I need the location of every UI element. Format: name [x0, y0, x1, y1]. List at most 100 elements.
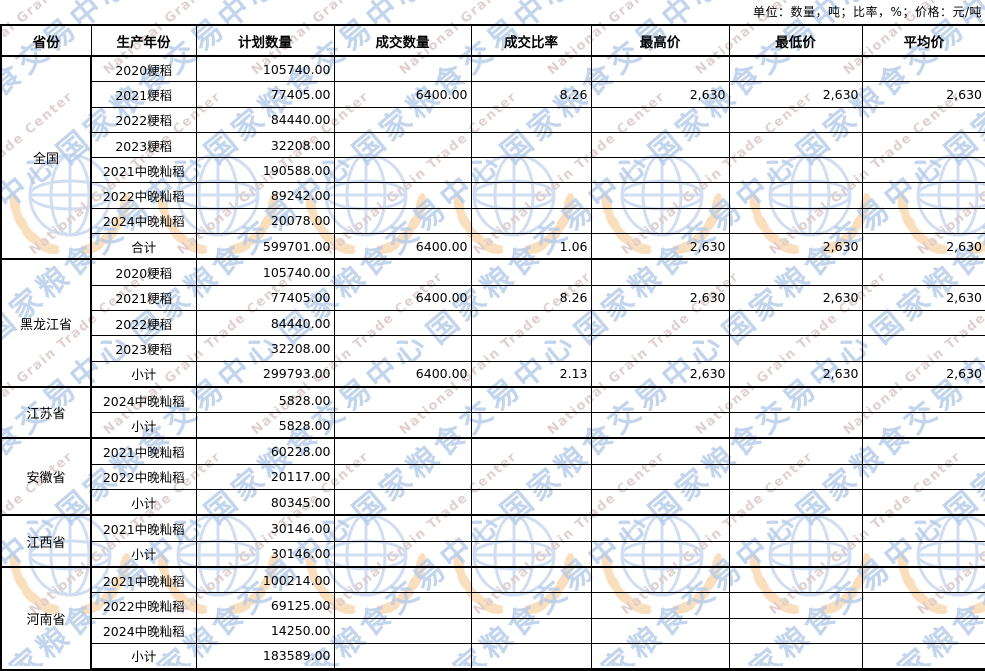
- table-row: 小计 299793.00 6400.00 2.13 2,630 2,630 2,630: [1, 360, 985, 388]
- col-header-3: 计划数量: [195, 24, 335, 57]
- traded-ratio-cell: [470, 55, 592, 83]
- col-header-1: 省份: [0, 24, 92, 57]
- high-price-cell: [590, 514, 730, 542]
- year-cell: 2021中晚籼稻: [90, 514, 197, 542]
- year-cell: 2021中晚籼稻: [90, 565, 197, 594]
- low-price-cell: [728, 157, 863, 184]
- high-price-cell: [590, 335, 730, 362]
- low-price-cell: [728, 258, 863, 286]
- planned-qty-cell: 84440.00: [195, 106, 335, 133]
- high-price-cell: [590, 182, 730, 209]
- traded-qty-cell: [333, 489, 472, 516]
- year-cell: 2024中晚籼稻: [90, 385, 197, 414]
- avg-price-cell: [861, 309, 985, 337]
- traded-ratio-cell: [470, 489, 592, 516]
- low-price-cell: [728, 309, 863, 337]
- high-price-cell: [590, 207, 730, 235]
- province-cell: 江西省: [0, 514, 92, 568]
- planned-qty-cell: 89242.00: [195, 182, 335, 209]
- traded-ratio-cell: 2.13: [470, 360, 592, 388]
- planned-qty-cell: 84440.00: [195, 309, 335, 337]
- col-header-4: 成交数量: [333, 24, 472, 57]
- avg-price-cell: [861, 592, 985, 619]
- avg-price-cell: [861, 437, 985, 465]
- avg-price-cell: 2,630: [861, 360, 985, 388]
- planned-qty-cell: 599701.00: [195, 233, 335, 260]
- traded-qty-cell: [333, 131, 472, 159]
- traded-qty-cell: [333, 540, 472, 568]
- table-row: 2024中晚籼稻 14250.00: [1, 617, 985, 644]
- high-price-cell: [590, 540, 730, 568]
- avg-price-cell: [861, 385, 985, 414]
- year-cell: 2023粳稻: [90, 131, 197, 159]
- planned-qty-cell: 80345.00: [195, 489, 335, 516]
- high-price-cell: [590, 617, 730, 644]
- table-row: 黑龙江省 2020粳稻 105740.00: [0, 258, 985, 388]
- traded-ratio-cell: [470, 258, 592, 286]
- planned-qty-cell: 77405.00: [195, 284, 335, 311]
- table-row: 2022中晚籼稻 20117.00: [1, 463, 985, 491]
- table-row: 2023粳稻 32208.00: [1, 131, 985, 159]
- traded-ratio-cell: 8.26: [470, 81, 592, 108]
- year-cell: 2022中晚籼稻: [90, 182, 197, 209]
- traded-ratio-cell: [470, 514, 592, 542]
- province-cell: 河南省: [0, 565, 92, 671]
- low-price-cell: [728, 412, 863, 439]
- year-cell: 小计: [90, 360, 197, 388]
- high-price-cell: [590, 131, 730, 159]
- year-cell: 2022中晚籼稻: [90, 592, 197, 619]
- col-header-2: 生产年份: [90, 24, 197, 57]
- province-cell: 全国: [0, 54, 92, 260]
- avg-price-cell: [861, 617, 985, 644]
- table-row: 江苏省 2024中晚籼稻 5828.00: [0, 385, 985, 439]
- low-price-cell: [728, 540, 863, 568]
- traded-qty-cell: [333, 463, 472, 491]
- high-price-cell: [590, 463, 730, 491]
- avg-price-cell: [861, 412, 985, 439]
- traded-ratio-cell: [470, 463, 592, 491]
- table-row: 安徽省 2021中晚籼稻 60228.00: [0, 437, 985, 516]
- traded-qty-cell: [333, 617, 472, 644]
- table-row: 江西省 2021中晚籼稻 30146.00: [0, 514, 985, 568]
- year-cell: 2021粳稻: [90, 81, 197, 108]
- traded-ratio-cell: [470, 207, 592, 235]
- year-cell: 2022粳稻: [90, 309, 197, 337]
- planned-qty-cell: 14250.00: [195, 617, 335, 644]
- low-price-cell: [728, 514, 863, 542]
- table-row: 2022粳稻 84440.00: [1, 106, 985, 133]
- avg-price-cell: [861, 131, 985, 159]
- col-header-8: 平均价: [861, 24, 985, 57]
- avg-price-cell: [861, 463, 985, 491]
- year-cell: 小计: [90, 540, 197, 568]
- year-cell: 2022粳稻: [90, 106, 197, 133]
- year-cell: 小计: [90, 489, 197, 516]
- table-row: 2023粳稻 32208.00: [1, 335, 985, 362]
- low-price-cell: [728, 617, 863, 644]
- traded-ratio-cell: [470, 437, 592, 465]
- year-cell: 2024中晚籼稻: [90, 617, 197, 644]
- low-price-cell: [728, 463, 863, 491]
- col-header-5: 成交比率: [470, 24, 592, 57]
- year-cell: 2024中晚籼稻: [90, 207, 197, 235]
- avg-price-cell: [861, 540, 985, 568]
- year-cell: 2021中晚籼稻: [90, 437, 197, 465]
- low-price-cell: [728, 489, 863, 516]
- traded-ratio-cell: [470, 592, 592, 619]
- planned-qty-cell: 20117.00: [195, 463, 335, 491]
- traded-qty-cell: [333, 565, 472, 594]
- avg-price-cell: [861, 55, 985, 83]
- high-price-cell: [590, 489, 730, 516]
- traded-qty-cell: [333, 514, 472, 542]
- traded-ratio-cell: [470, 157, 592, 184]
- traded-qty-cell: [333, 309, 472, 337]
- traded-ratio-cell: [470, 540, 592, 568]
- high-price-cell: [590, 385, 730, 414]
- table-row: 2021粳稻 77405.00 6400.00 8.26 2,630 2,630 2,630: [1, 284, 985, 311]
- table-row: 合计 599701.00 6400.00 1.06 2,630 2,630 2,630: [1, 233, 985, 260]
- low-price-cell: [728, 131, 863, 159]
- traded-qty-cell: [333, 106, 472, 133]
- avg-price-cell: [861, 565, 985, 594]
- traded-ratio-cell: [470, 182, 592, 209]
- low-price-cell: [728, 437, 863, 465]
- high-price-cell: 2,630: [590, 233, 730, 260]
